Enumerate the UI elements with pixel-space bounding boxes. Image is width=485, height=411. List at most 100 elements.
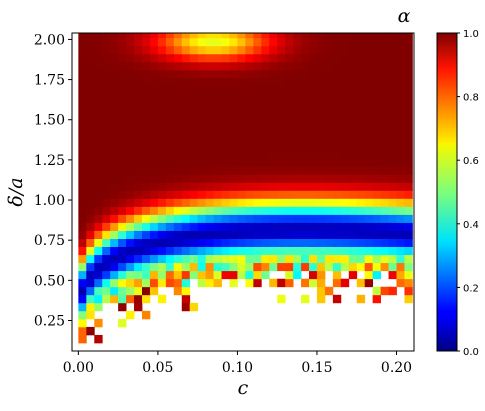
heatmap-cell — [221, 246, 230, 256]
heatmap-cell — [126, 126, 135, 135]
heatmap-cell — [340, 262, 350, 272]
heatmap-cell — [181, 61, 191, 71]
heatmap-cell — [181, 126, 191, 135]
heatmap-cell — [134, 33, 143, 39]
heatmap-cell — [404, 158, 413, 167]
heatmap-cell — [269, 174, 278, 183]
heatmap-cell — [213, 126, 222, 135]
heatmap-cell — [205, 254, 214, 264]
heatmap-cell — [316, 110, 326, 119]
heatmap-cell — [86, 53, 95, 63]
heatmap-cell — [221, 254, 230, 264]
heatmap-cell — [301, 246, 310, 256]
heatmap-cell — [141, 262, 151, 272]
heatmap-cell — [213, 61, 222, 71]
heatmap-cell — [245, 94, 254, 103]
heatmap-cell — [149, 142, 159, 151]
heatmap-cell — [94, 278, 103, 288]
heatmap-cell — [388, 61, 397, 71]
heatmap-cell — [340, 166, 350, 175]
heatmap-cell — [261, 158, 270, 167]
heatmap-cell — [78, 246, 87, 256]
heatmap-cell — [404, 150, 413, 159]
heatmap-cell — [229, 134, 238, 143]
heatmap-cell — [205, 142, 214, 151]
heatmap-cell — [372, 134, 381, 143]
heatmap-cell — [316, 77, 326, 87]
heatmap-cell — [173, 33, 183, 39]
heatmap-cell — [324, 214, 334, 223]
heatmap-cell — [309, 126, 318, 135]
heatmap-cell — [380, 33, 389, 39]
heatmap-cell — [380, 94, 389, 103]
heatmap-cell — [356, 246, 366, 256]
heatmap-cell — [380, 134, 389, 143]
heatmap-cell — [237, 174, 246, 183]
heatmap-cell — [126, 118, 135, 127]
heatmap-cell — [165, 262, 175, 272]
heatmap-cell — [316, 126, 326, 135]
heatmap-cell — [118, 222, 127, 231]
heatmap-cell — [189, 69, 199, 79]
heatmap-cell — [134, 254, 143, 264]
heatmap-cell — [301, 182, 310, 191]
heatmap-cell — [245, 158, 254, 167]
heatmap-cell — [388, 286, 397, 296]
heatmap-cell — [340, 278, 350, 288]
heatmap-cell — [245, 262, 254, 272]
heatmap-cell — [189, 61, 199, 71]
heatmap-cell — [277, 246, 286, 256]
heatmap-cell — [213, 206, 222, 215]
heatmap-cell — [237, 150, 246, 159]
heatmap-cell — [388, 254, 397, 264]
heatmap-cell — [149, 166, 159, 175]
heatmap-cell — [380, 150, 389, 159]
heatmap-cell — [348, 246, 358, 256]
heatmap-cell — [380, 238, 389, 248]
heatmap-cell — [213, 158, 222, 167]
heatmap-cell — [173, 254, 183, 264]
heatmap-cell — [86, 262, 95, 272]
heatmap-cell — [205, 86, 214, 95]
heatmap-cell — [388, 190, 397, 199]
heatmap-cell — [86, 222, 95, 231]
heatmap-cell — [269, 246, 278, 256]
heatmap-cell — [269, 77, 278, 87]
heatmap-cell — [380, 61, 389, 71]
heatmap-cell — [277, 254, 286, 264]
heatmap-cell — [269, 190, 278, 199]
heatmap-cell — [126, 69, 135, 79]
heatmap-cell — [277, 238, 286, 248]
heatmap-cell — [372, 270, 381, 280]
y-tick-label: 0.25 — [34, 313, 65, 329]
heatmap-cell — [213, 94, 222, 103]
heatmap-cell — [78, 134, 87, 143]
heatmap-cell — [277, 102, 286, 111]
heatmap-cell — [102, 37, 111, 47]
heatmap-cell — [269, 182, 278, 191]
heatmap-cell — [165, 61, 175, 71]
heatmap-cell — [364, 86, 374, 95]
heatmap-cell — [102, 94, 111, 103]
heatmap-cell — [110, 294, 119, 304]
heatmap-cell — [285, 94, 294, 103]
heatmap-cell — [94, 158, 103, 167]
heatmap-cell — [404, 118, 413, 127]
heatmap-cell — [189, 166, 199, 175]
heatmap-cell — [102, 214, 111, 223]
heatmap-cell — [261, 150, 270, 159]
heatmap-cell — [340, 33, 350, 39]
heatmap-cell — [396, 222, 405, 231]
heatmap-cell — [141, 206, 151, 215]
heatmap-cell — [165, 33, 175, 39]
heatmap-cell — [285, 182, 294, 191]
heatmap-cell — [221, 182, 230, 191]
heatmap-cell — [324, 166, 334, 175]
heatmap-cell — [332, 198, 342, 207]
heatmap-cell — [94, 214, 103, 223]
heatmap-cell — [134, 198, 143, 207]
heatmap-cell — [309, 246, 318, 256]
heatmap-cell — [364, 174, 374, 183]
heatmap-cell — [78, 262, 87, 272]
heatmap-cell — [86, 77, 95, 87]
